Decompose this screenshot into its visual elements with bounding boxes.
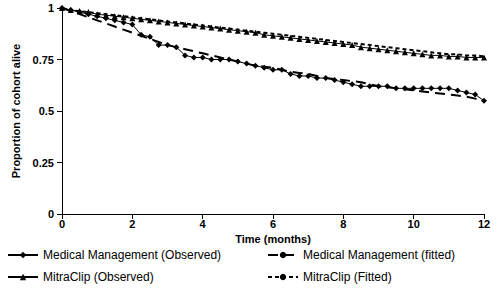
svg-text:Proportion of cohort alive: Proportion of cohort alive <box>10 44 22 178</box>
svg-text:8: 8 <box>340 218 346 230</box>
svg-text:Time (months): Time (months) <box>235 233 311 245</box>
svg-text:4: 4 <box>200 218 207 230</box>
svg-text:0: 0 <box>59 218 65 230</box>
svg-text:10: 10 <box>408 218 420 230</box>
svg-text:0: 0 <box>48 208 54 220</box>
svg-text:6: 6 <box>270 218 276 230</box>
svg-text:2: 2 <box>129 218 135 230</box>
svg-text:0.5: 0.5 <box>39 105 54 117</box>
svg-text:Medical Management (fitted): Medical Management (fitted) <box>303 248 455 262</box>
svg-text:12: 12 <box>478 218 490 230</box>
svg-text:0.25: 0.25 <box>33 157 54 169</box>
svg-text:1: 1 <box>48 2 54 14</box>
svg-text:Medical Management (Observed): Medical Management (Observed) <box>43 248 221 262</box>
svg-text:MitraClip (Fitted): MitraClip (Fitted) <box>303 270 392 284</box>
svg-text:MitraClip (Observed): MitraClip (Observed) <box>43 270 154 284</box>
svg-text:0.75: 0.75 <box>33 54 54 66</box>
